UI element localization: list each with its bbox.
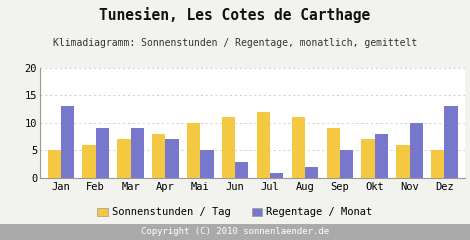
Bar <box>444 106 458 178</box>
Bar <box>327 128 340 178</box>
Text: Copyright (C) 2010 sonnenlaender.de: Copyright (C) 2010 sonnenlaender.de <box>141 227 329 236</box>
Bar <box>47 150 61 178</box>
Bar <box>83 145 96 178</box>
Legend: Sonnenstunden / Tag, Regentage / Monat: Sonnenstunden / Tag, Regentage / Monat <box>97 207 373 217</box>
Bar <box>235 162 249 178</box>
Bar <box>257 112 270 178</box>
Bar <box>200 150 213 178</box>
Bar <box>165 139 179 178</box>
Bar <box>409 123 423 178</box>
Bar <box>292 117 305 178</box>
Text: Tunesien, Les Cotes de Carthage: Tunesien, Les Cotes de Carthage <box>99 7 371 23</box>
Bar <box>361 139 375 178</box>
Text: Klimadiagramm: Sonnenstunden / Regentage, monatlich, gemittelt: Klimadiagramm: Sonnenstunden / Regentage… <box>53 38 417 48</box>
Bar <box>96 128 109 178</box>
Bar <box>396 145 409 178</box>
Bar <box>61 106 74 178</box>
Bar <box>431 150 444 178</box>
Bar <box>118 139 131 178</box>
Bar <box>187 123 200 178</box>
Bar <box>375 134 388 178</box>
Bar <box>340 150 353 178</box>
Bar <box>305 167 318 178</box>
Bar <box>152 134 165 178</box>
Bar <box>222 117 235 178</box>
Bar <box>270 173 283 178</box>
Bar <box>131 128 144 178</box>
